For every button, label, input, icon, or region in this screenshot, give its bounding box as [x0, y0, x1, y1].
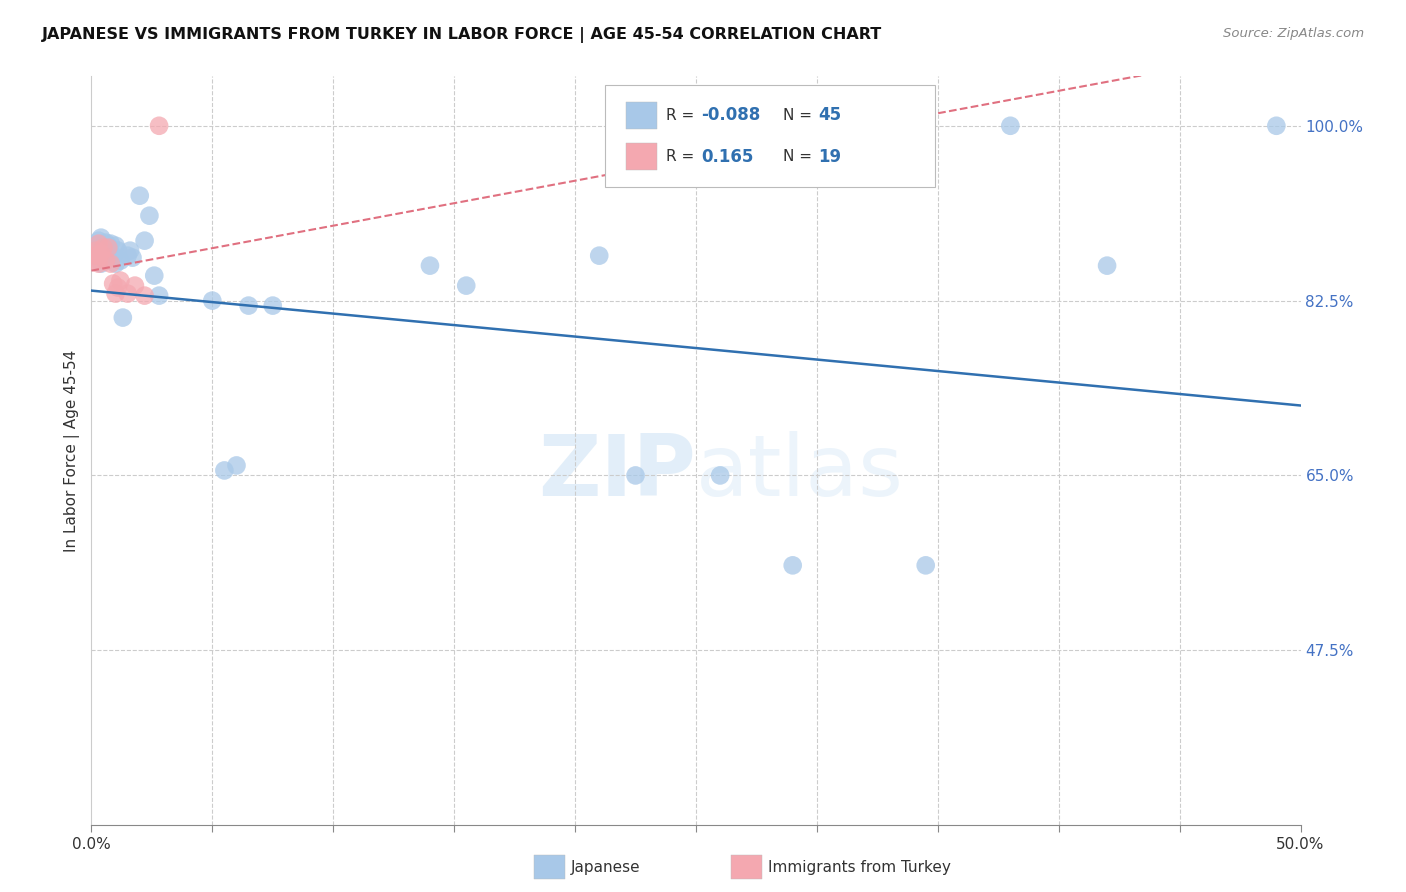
Text: -0.088: -0.088 — [702, 106, 761, 124]
Point — [124, 278, 146, 293]
Point — [87, 249, 110, 263]
Point — [148, 119, 170, 133]
Text: R =: R = — [666, 149, 700, 164]
Point — [87, 249, 110, 263]
Point — [104, 286, 127, 301]
Point — [101, 249, 124, 263]
Text: Japanese: Japanese — [571, 860, 641, 874]
Point — [225, 458, 247, 473]
Point — [94, 235, 117, 250]
Point — [93, 244, 115, 258]
Point — [93, 241, 115, 255]
Point — [117, 286, 139, 301]
Point — [90, 257, 112, 271]
Point — [97, 241, 120, 255]
Point — [104, 257, 127, 271]
Point — [914, 558, 936, 573]
Point — [709, 468, 731, 483]
Point — [87, 234, 110, 248]
Text: ZIP: ZIP — [538, 432, 696, 515]
Point — [107, 280, 129, 294]
Point — [201, 293, 224, 308]
Point — [97, 244, 120, 258]
Point — [101, 277, 124, 291]
Point — [120, 244, 142, 258]
Point — [110, 253, 132, 268]
Point — [1265, 119, 1288, 133]
Point — [117, 249, 139, 263]
Point — [1095, 259, 1118, 273]
Point — [84, 253, 107, 268]
Point — [121, 251, 143, 265]
Point — [238, 299, 260, 313]
Point — [134, 234, 156, 248]
Text: N =: N = — [783, 108, 817, 123]
Point — [97, 238, 120, 252]
Text: Source: ZipAtlas.com: Source: ZipAtlas.com — [1223, 27, 1364, 40]
Point — [94, 253, 117, 268]
Point — [90, 230, 112, 244]
Point — [93, 249, 115, 263]
Point — [84, 244, 107, 258]
Point — [97, 242, 120, 256]
Point — [148, 288, 170, 302]
Point — [624, 468, 647, 483]
Y-axis label: In Labor Force | Age 45-54: In Labor Force | Age 45-54 — [65, 350, 80, 551]
Point — [87, 257, 110, 271]
Text: Immigrants from Turkey: Immigrants from Turkey — [768, 860, 950, 874]
Point — [588, 249, 610, 263]
Text: 0.165: 0.165 — [702, 148, 754, 166]
Point — [128, 188, 150, 202]
Text: R =: R = — [666, 108, 700, 123]
Point — [782, 558, 804, 573]
Point — [94, 246, 117, 260]
Text: N =: N = — [783, 149, 817, 164]
Point — [93, 241, 115, 255]
Point — [107, 244, 129, 258]
Point — [214, 463, 236, 477]
Point — [111, 310, 134, 325]
Point — [134, 288, 156, 302]
Point — [90, 241, 112, 255]
Point — [104, 238, 127, 252]
Point — [262, 299, 284, 313]
Point — [100, 236, 122, 251]
Point — [84, 238, 107, 252]
Text: 45: 45 — [818, 106, 841, 124]
Point — [84, 244, 107, 258]
Text: atlas: atlas — [696, 432, 904, 515]
Point — [110, 274, 132, 288]
Point — [87, 236, 110, 251]
Point — [1000, 119, 1022, 133]
Point — [90, 246, 112, 260]
Point — [83, 249, 105, 263]
Point — [138, 209, 160, 223]
Text: JAPANESE VS IMMIGRANTS FROM TURKEY IN LABOR FORCE | AGE 45-54 CORRELATION CHART: JAPANESE VS IMMIGRANTS FROM TURKEY IN LA… — [42, 27, 883, 43]
Point — [143, 268, 166, 283]
Point — [100, 257, 122, 271]
Text: 19: 19 — [818, 148, 841, 166]
Point — [419, 259, 441, 273]
Point — [456, 278, 478, 293]
